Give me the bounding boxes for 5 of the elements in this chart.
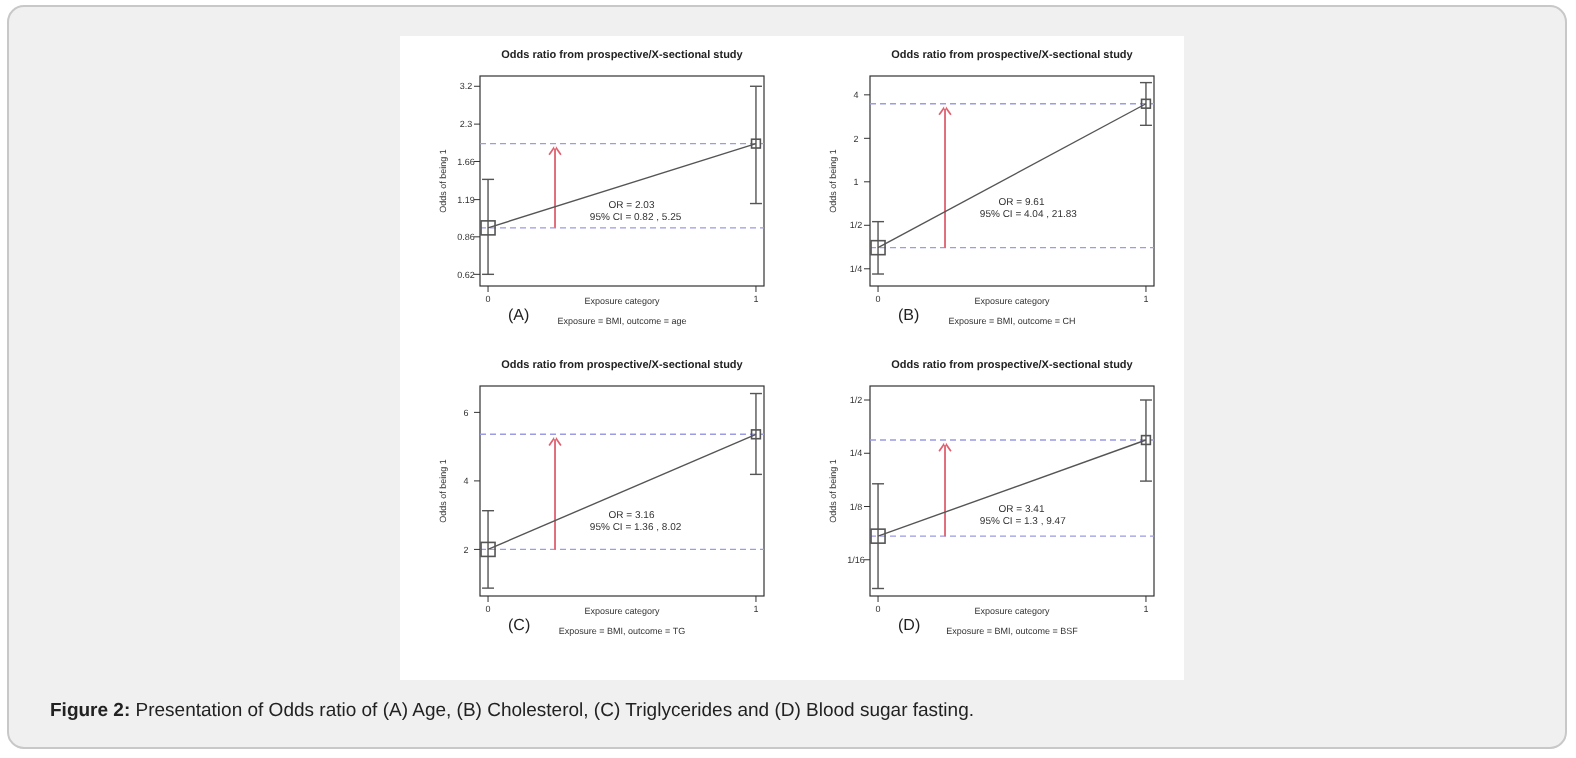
text: (D) <box>898 616 921 634</box>
text: (A) <box>508 306 530 324</box>
text: (B) <box>898 306 920 324</box>
text: (C) <box>508 616 531 634</box>
caption: Figure 2: Presentation of Odds ratio of (A) Age, (B) Cholesterol, (C) Triglycerides and (D) Blood sugar fasting. <box>50 700 975 722</box>
